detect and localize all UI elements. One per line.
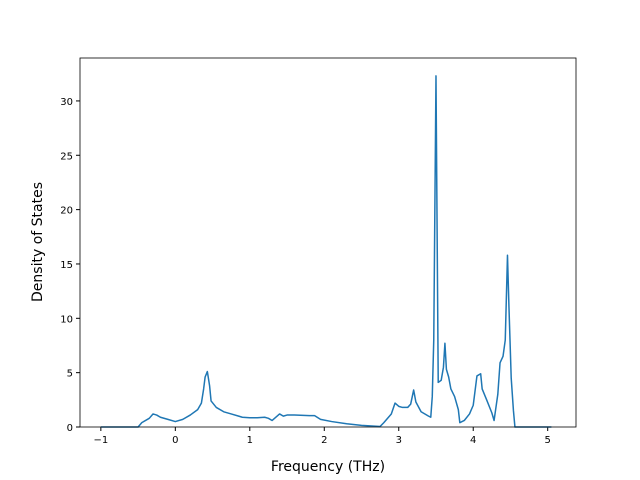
x-tick-label: 0	[172, 435, 178, 446]
y-tick-label: 10	[60, 314, 73, 325]
y-tick-label: 0	[67, 423, 73, 434]
y-tick-label: 15	[60, 260, 73, 271]
x-axis-label: Frequency (THz)	[271, 459, 385, 475]
x-tick-label: 2	[321, 435, 327, 446]
line-series	[100, 75, 552, 428]
x-tick-label: −1	[93, 435, 108, 446]
plot-frame	[79, 57, 577, 428]
y-tick-label: 25	[60, 151, 73, 162]
y-tick-label: 5	[67, 369, 73, 380]
x-tick-label: 5	[545, 435, 551, 446]
y-axis-label: Density of States	[30, 182, 46, 302]
y-tick-label: 30	[60, 97, 73, 108]
x-tick-label: 3	[396, 435, 402, 446]
x-tick-label: 1	[247, 435, 253, 446]
y-tick-label: 20	[60, 206, 73, 217]
x-tick-label: 4	[470, 435, 476, 446]
